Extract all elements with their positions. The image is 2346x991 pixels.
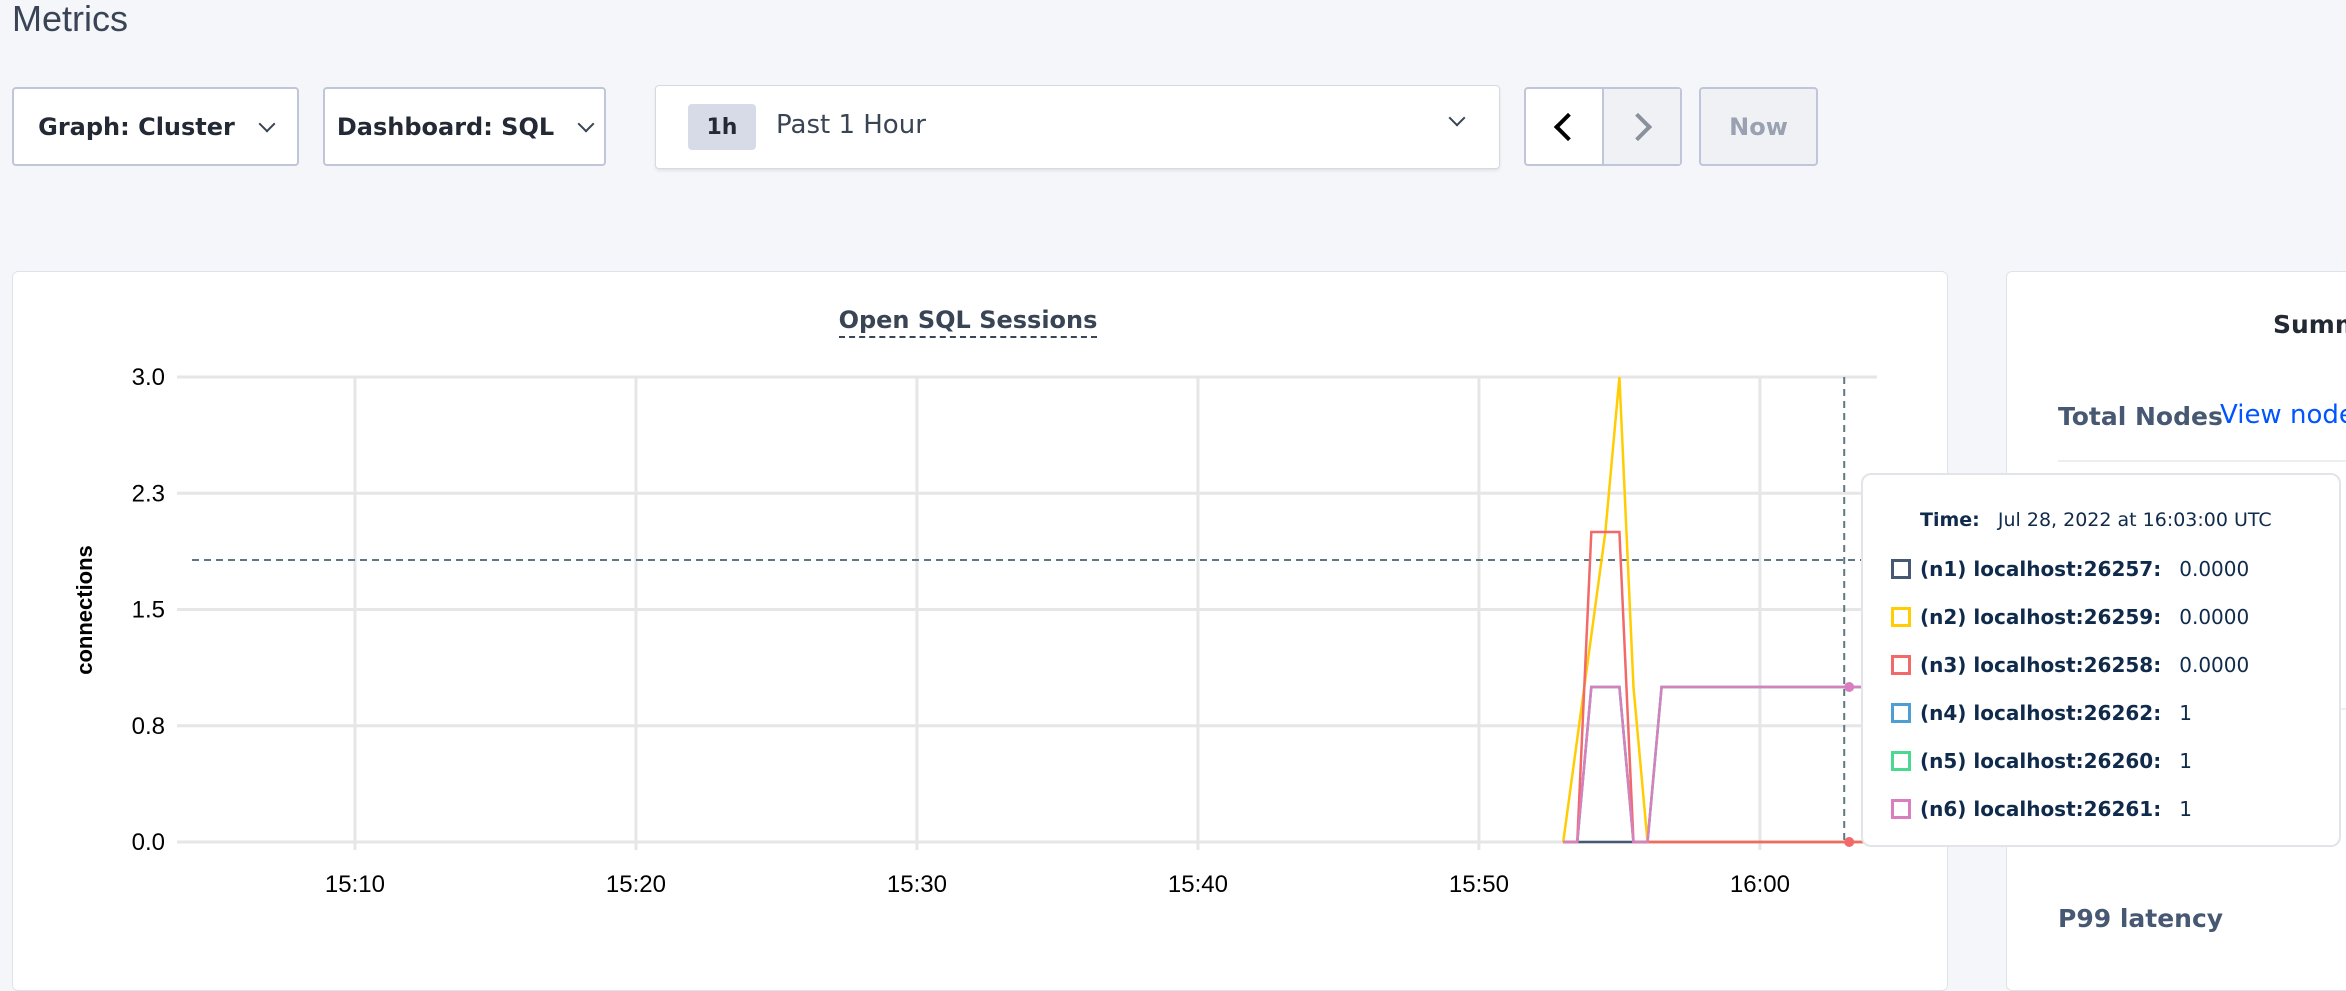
total-nodes-label: Total Nodes	[2058, 402, 2223, 431]
tooltip-series-label: (n5) localhost:26260:	[1920, 749, 2162, 773]
y-tick-label: 2.3	[132, 480, 165, 507]
chart-title-wrap: Open SQL Sessions	[0, 306, 1936, 338]
series-swatch-icon	[1891, 703, 1911, 723]
tooltip-series-value: 1	[2179, 701, 2192, 725]
page-title: Metrics	[12, 0, 128, 39]
x-tick-label: 15:50	[1449, 871, 1509, 898]
tooltip-time-label: Time:	[1920, 509, 1980, 531]
tooltip-series-label: (n4) localhost:26262:	[1920, 701, 2162, 725]
dashboard-dropdown-label: Dashboard: SQL	[336, 112, 555, 141]
divider	[2058, 460, 2346, 462]
y-tick-label: 1.5	[132, 597, 165, 624]
tooltip-series-label: (n2) localhost:26259:	[1920, 605, 2162, 629]
x-tick-label: 15:20	[606, 871, 666, 898]
y-axis-label: connections	[72, 545, 97, 675]
chart-title[interactable]: Open SQL Sessions	[838, 306, 1098, 338]
hover-point	[1844, 837, 1855, 847]
tooltip-row: (n4) localhost:26262: 1	[1891, 701, 2192, 725]
now-button[interactable]: Now	[1699, 87, 1818, 166]
chart-svg[interactable]: 15:10 15:20 15:30 15:40 15:50 16:00 0.0 0.8 1.5 2…	[0, 0, 1948, 978]
series-line	[1563, 685, 1877, 844]
tooltip-series-value: 1	[2179, 797, 2192, 821]
tooltip-row: (n3) localhost:26258: 0.0000	[1891, 653, 2249, 677]
tooltip-series-label: (n3) localhost:26258:	[1920, 653, 2162, 677]
next-time-button[interactable]	[1602, 89, 1680, 164]
y-tick-label: 0.8	[132, 713, 165, 740]
time-range-selector[interactable]: 1h Past 1 Hour	[655, 85, 1500, 169]
tooltip-row: (n5) localhost:26260: 1	[1891, 749, 2192, 773]
x-tick-label: 15:10	[325, 871, 385, 898]
series-swatch-icon	[1891, 751, 1911, 771]
tooltip-time-value: Jul 28, 2022 at 16:03:00 UTC	[1997, 509, 2272, 531]
x-tick-label: 15:30	[887, 871, 947, 898]
tooltip-series-label: (n6) localhost:26261:	[1920, 797, 2162, 821]
series-line	[1563, 685, 1877, 844]
tooltip-series-value: 0.0000	[2179, 557, 2250, 581]
y-tick-label: 0.0	[132, 829, 165, 856]
summary-title: Summ	[2273, 310, 2346, 339]
time-range-badge: 1h	[688, 104, 756, 150]
p99-latency-label: P99 latency	[2058, 904, 2224, 933]
series-swatch-icon	[1891, 655, 1911, 675]
x-tick-label: 16:00	[1730, 871, 1790, 898]
graph-dropdown-label: Graph: Cluster	[38, 112, 235, 141]
view-nodes-link[interactable]: View nodes	[2220, 400, 2346, 430]
graph-dropdown[interactable]: Graph: Cluster	[12, 87, 299, 166]
time-nav	[1524, 87, 1682, 166]
tooltip-series-value: 0.0000	[2179, 653, 2250, 677]
time-range-label: Past 1 Hour	[776, 110, 926, 140]
tooltip-row: (n1) localhost:26257: 0.0000	[1891, 557, 2249, 581]
tooltip-row: (n6) localhost:26261: 1	[1891, 797, 2192, 821]
dashboard-dropdown[interactable]: Dashboard: SQL	[323, 87, 606, 166]
y-tick-label: 3.0	[132, 364, 165, 391]
series-swatch-icon	[1891, 799, 1911, 819]
tooltip-series-value: 1	[2179, 749, 2192, 773]
tooltip-series-value: 0.0000	[2179, 605, 2250, 629]
chart-card	[12, 271, 1948, 991]
tooltip-row: (n2) localhost:26259: 0.0000	[1891, 605, 2249, 629]
series-swatch-icon	[1891, 607, 1911, 627]
hover-point	[1844, 682, 1855, 692]
series-swatch-icon	[1891, 559, 1911, 579]
series-line	[1563, 685, 1877, 844]
x-tick-label: 15:40	[1168, 871, 1228, 898]
tooltip-series-label: (n1) localhost:26257:	[1920, 557, 2162, 581]
chart-tooltip: Time: Jul 28, 2022 at 16:03:00 UTC (n1) …	[1861, 473, 2341, 847]
tooltip-time: Time: Jul 28, 2022 at 16:03:00 UTC	[1920, 509, 2272, 531]
